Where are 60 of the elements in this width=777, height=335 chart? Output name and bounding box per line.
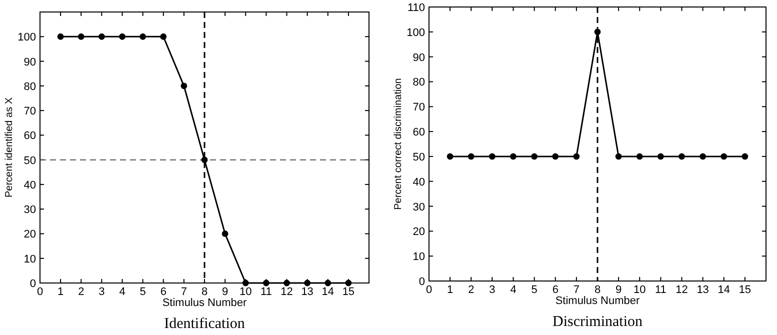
x-tick-label: 8 [201, 286, 208, 298]
y-tick-label: 0 [418, 276, 425, 288]
x-tick-label: 5 [140, 286, 146, 298]
y-tick-label: 80 [412, 76, 425, 89]
y-tick-label: 90 [24, 56, 36, 68]
y-axis-title: Percent identified as X [4, 97, 15, 198]
y-tick-label: 110 [407, 2, 425, 14]
x-tick-label: 1 [58, 286, 64, 298]
y-tick-label: 30 [24, 204, 36, 216]
x-tick-label: 7 [180, 286, 187, 298]
x-axis-title: Stimulus Number [555, 295, 640, 307]
x-tick-label: 15 [738, 284, 752, 296]
y-tick-label: 70 [412, 102, 425, 114]
y-axis-title: Percent correct discrimination [393, 78, 404, 210]
x-tick-label: 2 [78, 286, 84, 298]
x-tick-label: 0 [426, 284, 432, 296]
y-tick-label: 20 [24, 228, 36, 241]
x-tick-label: 7 [573, 284, 580, 296]
x-tick-label: 14 [322, 286, 334, 298]
x-tick-label: 8 [594, 284, 601, 296]
y-tick-label: 30 [412, 201, 425, 214]
x-tick-label: 14 [718, 284, 730, 296]
y-tick-label: 60 [24, 130, 36, 142]
y-tick-label: 10 [412, 251, 425, 264]
y-tick-label: 70 [24, 106, 36, 118]
x-tick-label: 11 [260, 286, 272, 298]
y-tick-label: 10 [24, 253, 36, 266]
x-tick-label: 12 [280, 286, 293, 298]
y-tick-label: 50 [24, 154, 36, 167]
x-tick-label: 3 [489, 284, 496, 296]
x-tick-label: 13 [301, 286, 314, 298]
x-tick-label: 0 [36, 286, 44, 298]
x-tick-label: 2 [468, 284, 474, 296]
x-tick-label: 9 [222, 286, 228, 298]
x-tick-label: 4 [510, 284, 516, 296]
y-tick-label: 100 [406, 26, 425, 39]
x-tick-label: 4 [119, 286, 126, 298]
x-tick-label: 9 [616, 284, 622, 296]
x-tick-label: 12 [676, 284, 688, 296]
y-tick-label: 100 [18, 32, 36, 44]
y-tick-label: 40 [24, 179, 36, 192]
x-tick-label: 3 [98, 286, 105, 298]
x-tick-label: 6 [552, 284, 558, 296]
x-tick-label: 6 [160, 286, 166, 298]
y-tick-label: 20 [412, 226, 425, 238]
text: Identification [164, 316, 246, 332]
x-tick-label: 15 [342, 286, 355, 298]
x-tick-label: 13 [696, 284, 709, 296]
x-tick-label: 11 [654, 284, 666, 296]
y-tick-label: 50 [412, 151, 425, 164]
y-tick-label: 60 [412, 126, 425, 139]
x-tick-label: 5 [531, 284, 538, 296]
x-tick-label: 10 [634, 284, 646, 296]
x-tick-label: 1 [447, 284, 454, 296]
y-tick-label: 80 [24, 80, 36, 93]
y-tick-label: 90 [412, 52, 425, 64]
y-tick-label: 40 [412, 176, 425, 188]
x-tick-label: 10 [240, 286, 252, 298]
x-axis-title: Stimulus Number [162, 297, 248, 309]
text: Discrimination [552, 314, 643, 330]
